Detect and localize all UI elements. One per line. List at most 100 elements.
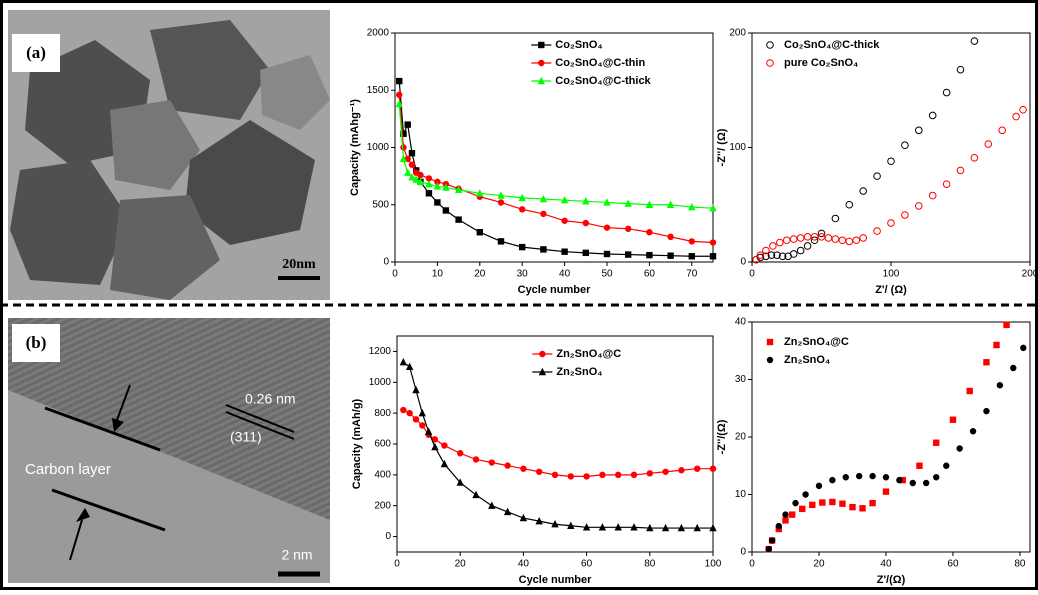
legend-label: Zn₂SnO₄@C	[556, 348, 621, 360]
marker	[943, 462, 950, 469]
marker	[551, 471, 559, 479]
marker	[831, 214, 840, 223]
marker	[887, 219, 895, 227]
marker	[909, 479, 916, 487]
marker	[624, 199, 632, 207]
y-tick-label: 500	[372, 199, 389, 210]
marker	[396, 91, 403, 99]
marker	[1019, 105, 1027, 114]
marker	[859, 187, 868, 195]
marker	[773, 251, 781, 259]
marker	[416, 177, 425, 186]
marker	[519, 206, 526, 213]
marker	[752, 255, 760, 264]
marker	[792, 499, 799, 507]
marker	[838, 236, 847, 245]
marker	[709, 253, 717, 260]
legend-label: pure Co₂SnO₄	[784, 57, 858, 69]
marker	[970, 154, 979, 162]
marker	[803, 242, 812, 250]
marker	[412, 416, 420, 423]
marker	[488, 459, 495, 466]
x-tick-label: 20	[455, 559, 467, 570]
marker	[472, 490, 480, 499]
marker	[852, 236, 861, 245]
y-tick-label: 200	[374, 500, 391, 511]
legend-label: Co₂SnO₄@C-thin	[555, 57, 645, 69]
series-line	[402, 361, 713, 529]
x-tick-label: 70	[686, 269, 698, 280]
marker	[412, 385, 420, 394]
marker	[540, 210, 547, 218]
marker	[709, 523, 717, 532]
y-tick-label: 40	[735, 317, 747, 328]
legend-label: Co₂SnO₄@C-thick	[784, 39, 880, 51]
marker	[417, 171, 424, 179]
x-axis-label: Cycle number	[519, 574, 592, 586]
x-tick-label: 50	[601, 269, 613, 280]
y-tick-label: 600	[374, 439, 391, 450]
x-tick-label: 10	[432, 269, 444, 280]
marker	[709, 465, 717, 472]
marker	[766, 338, 774, 346]
marker	[896, 476, 903, 484]
x-tick-label: 60	[581, 559, 593, 570]
marker	[561, 217, 568, 224]
marker	[887, 157, 895, 166]
x-tick-label: 30	[517, 269, 529, 280]
marker	[400, 130, 407, 137]
y-tick-label: 0	[740, 547, 746, 558]
marker	[775, 522, 782, 530]
marker	[406, 409, 413, 417]
marker	[694, 465, 701, 472]
marker	[400, 144, 407, 151]
legend-label: Co₂SnO₄@C-thick	[555, 75, 651, 87]
marker	[539, 350, 546, 358]
marker	[599, 471, 606, 479]
marker	[677, 523, 686, 532]
marker	[802, 491, 809, 498]
marker	[845, 237, 854, 246]
y-tick-label: 10	[735, 489, 747, 500]
marker	[472, 456, 480, 463]
marker	[408, 161, 416, 168]
marker	[520, 465, 527, 472]
annotation: Carbon layer	[25, 461, 111, 478]
y-tick-label: 100	[729, 142, 746, 153]
scale-bar-label: 20nm	[282, 257, 316, 272]
y-axis-label: -Z''/ (Ω)	[716, 128, 728, 166]
marker	[582, 219, 589, 227]
marker	[497, 199, 505, 206]
marker	[536, 468, 543, 475]
marker	[782, 511, 789, 518]
marker	[408, 150, 416, 157]
x-tick-label: 0	[394, 559, 400, 570]
x-tick-label: 100	[705, 559, 722, 570]
marker	[630, 523, 638, 531]
marker	[693, 523, 701, 532]
marker	[645, 200, 654, 208]
marker	[646, 229, 653, 236]
marker	[561, 248, 568, 255]
series-line	[398, 103, 714, 209]
y-tick-label: 200	[729, 28, 746, 39]
y-tick-label: 800	[374, 408, 391, 419]
marker	[615, 471, 622, 479]
marker	[646, 523, 654, 532]
marker	[869, 499, 876, 507]
marker	[488, 501, 496, 509]
annotation: 0.26 nm	[245, 391, 296, 407]
marker	[630, 471, 638, 479]
marker	[433, 182, 442, 190]
marker	[915, 126, 923, 135]
marker	[497, 238, 505, 245]
marker	[956, 166, 965, 175]
marker	[1010, 364, 1017, 372]
marker	[901, 141, 909, 150]
legend-label: Co₂SnO₄	[555, 39, 602, 51]
marker	[688, 253, 695, 260]
y-tick-label: 1000	[369, 377, 392, 388]
marker	[998, 126, 1007, 135]
y-tick-label: 0	[385, 531, 391, 542]
